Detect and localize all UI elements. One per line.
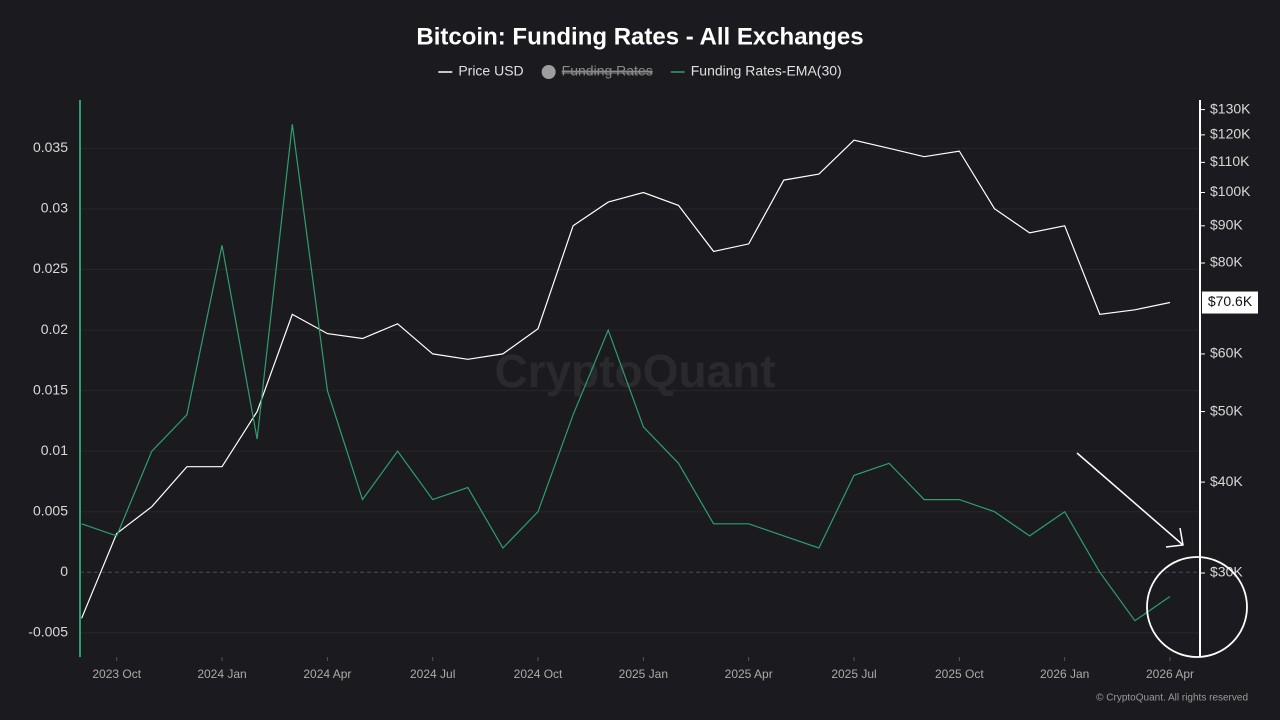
- legend-item[interactable]: Funding Rates: [541, 63, 653, 79]
- last-value-label: $70.6K: [1208, 293, 1253, 309]
- legend-label: Funding Rates: [562, 63, 653, 79]
- plot: -0.005 0 0.005 0.01 0.015 0.02 0.025 0.03 0.035 $…: [28, 100, 1258, 681]
- y2-tick-label: $50K: [1210, 402, 1243, 418]
- legend-item[interactable]: Price USD: [438, 63, 524, 79]
- y-tick-label: 0.005: [33, 502, 68, 518]
- legend: Price USD Funding Rates Funding Rates-EMA(…: [438, 63, 842, 79]
- x-tick-label: 2025 Oct: [935, 667, 984, 681]
- series-line: [81, 139, 1171, 619]
- y-tick-label: 0.01: [41, 442, 68, 458]
- y-tick-label: 0.025: [33, 260, 68, 276]
- x-tick-label: 2026 Apr: [1146, 667, 1194, 681]
- last-value-box: [1202, 291, 1258, 314]
- credit: © CryptoQuant. All rights reserved: [1096, 693, 1248, 704]
- y2-tick-label: $80K: [1210, 254, 1243, 270]
- x-tick-label: 2025 Jul: [831, 667, 876, 681]
- x-tick-label: 2024 Jul: [410, 667, 455, 681]
- x-tick-label: 2024 Oct: [514, 667, 563, 681]
- chart-title: Bitcoin: Funding Rates - All Exchanges: [416, 23, 863, 50]
- y2-tick-label: $100K: [1210, 183, 1251, 199]
- annotation-arrowhead: [1165, 527, 1184, 548]
- x-tick-label: 2026 Jan: [1040, 667, 1089, 681]
- y-tick-label: 0.015: [33, 381, 68, 397]
- y-tick-label: -0.005: [28, 623, 68, 639]
- y-tick-label: 0.035: [33, 139, 68, 155]
- annotation-arrow: [1076, 452, 1184, 546]
- y-tick-label: 0.02: [41, 321, 68, 337]
- annotation-circle: [1146, 556, 1248, 658]
- x-tick-label: 2023 Oct: [92, 667, 141, 681]
- y2-tick-label: $60K: [1210, 345, 1243, 361]
- legend-marker: [541, 65, 556, 79]
- legend-label: Price USD: [458, 63, 523, 79]
- y2-tick-label: $90K: [1210, 217, 1243, 233]
- y-tick-label: 0.03: [41, 200, 68, 216]
- series-line: [81, 124, 1171, 622]
- legend-label: Funding Rates-EMA(30): [691, 63, 842, 79]
- y2-tick-label: $120K: [1210, 126, 1251, 142]
- watermark: CryptoQuant: [494, 345, 775, 397]
- legend-item[interactable]: Funding Rates-EMA(30): [670, 63, 842, 79]
- y2-tick-label: $130K: [1210, 100, 1251, 116]
- y-tick-label: 0: [60, 563, 68, 579]
- x-tick-label: 2025 Apr: [725, 667, 773, 681]
- y2-tick-label: $110K: [1210, 153, 1250, 169]
- x-tick-label: 2024 Apr: [303, 667, 351, 681]
- x-tick-label: 2024 Jan: [197, 667, 246, 681]
- x-tick-label: 2025 Jan: [619, 667, 668, 681]
- y2-tick-label: $40K: [1210, 473, 1243, 489]
